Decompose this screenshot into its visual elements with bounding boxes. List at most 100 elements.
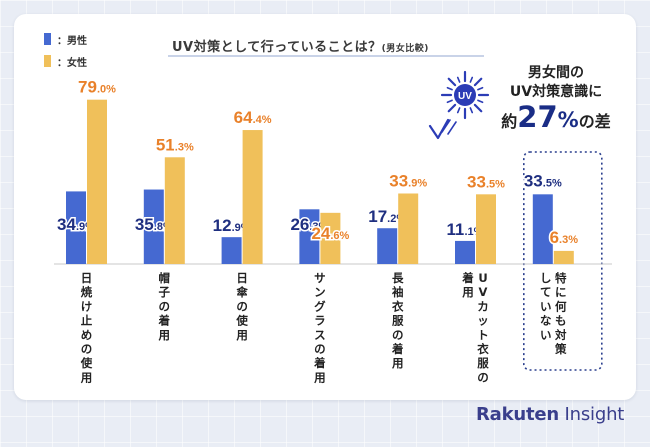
data-label-integer: 51 — [156, 135, 175, 154]
callout-line2: UV対策意識に — [509, 84, 603, 100]
category-char: グ — [314, 299, 326, 313]
category-label: 着用 — [461, 271, 474, 299]
legend-item-female: ：女性 — [44, 54, 87, 69]
sun-ray — [473, 103, 483, 113]
category-label: 帽子の着用 — [158, 271, 171, 342]
category-char: て — [540, 285, 552, 299]
data-label-integer: 33 — [524, 171, 543, 190]
category-char: に — [555, 285, 567, 299]
callout-line3: 約27%の差 — [486, 102, 626, 137]
sun-ray — [469, 107, 474, 114]
category-char: の — [392, 328, 404, 342]
data-label-female: 33.5% — [467, 172, 505, 191]
category-char: 着 — [391, 342, 404, 356]
category-label: サングラスの着用 — [313, 271, 326, 384]
bar-male — [221, 237, 242, 264]
category-char: 用 — [461, 285, 474, 299]
category-label: 特に何も対策 — [554, 271, 567, 356]
category-char: ス — [314, 328, 326, 342]
category-char: 使 — [80, 356, 93, 370]
category-char: の — [81, 342, 93, 356]
category-char: い — [540, 299, 552, 313]
category-char: 用 — [235, 328, 248, 342]
category-char: V — [479, 285, 488, 299]
category-char: ン — [314, 285, 326, 299]
data-label-integer: 26 — [290, 215, 309, 234]
legend: ：男性 ：女性 — [44, 32, 87, 76]
bar-female — [320, 212, 341, 264]
category-char: 袖 — [392, 285, 404, 299]
bar-male — [143, 189, 164, 264]
callout-line1: 男女間の — [528, 65, 584, 81]
sun-ray — [446, 99, 453, 104]
category-char: カ — [477, 299, 489, 313]
callout-prefix: 約 — [501, 112, 518, 131]
legend-swatch-male — [44, 33, 51, 45]
bar-female — [242, 130, 263, 264]
data-label-integer: 64 — [234, 108, 253, 127]
data-label-female: 6.3% — [550, 228, 579, 247]
category-char: 使 — [235, 314, 248, 328]
callout-number: 27 — [517, 100, 558, 134]
data-label-integer: 35 — [135, 215, 154, 234]
sun-ray — [473, 77, 483, 87]
data-label-integer: 34 — [57, 215, 76, 234]
data-label-decimal: .5% — [543, 177, 562, 189]
data-label-integer: 17 — [368, 207, 387, 226]
sun-circle — [454, 84, 476, 106]
logo-brand: Rakuten — [476, 404, 560, 425]
category-char: 策 — [554, 342, 567, 356]
category-char: 用 — [80, 370, 93, 384]
data-label-integer: 11 — [447, 220, 465, 239]
bar-female — [476, 194, 496, 264]
category-char: U — [478, 271, 487, 285]
sun-ray — [446, 86, 453, 91]
category-char: 止 — [81, 314, 93, 328]
category-char: 傘 — [236, 285, 248, 299]
category-char: け — [81, 299, 93, 313]
category-char: 何 — [555, 299, 567, 313]
chart-title: UV対策として行っていることは？(男女比較) — [172, 36, 429, 55]
sun-ray — [456, 76, 461, 83]
sun-ray — [477, 99, 484, 104]
sun-ray — [456, 107, 461, 114]
bar-male — [299, 209, 320, 264]
sun-ray — [447, 77, 457, 87]
category-char: 衣 — [392, 299, 404, 313]
rakuten-insight-logo: Rakuten Insight — [476, 404, 624, 425]
data-label-integer: 24 — [311, 224, 330, 243]
data-label-decimal: .0% — [97, 84, 116, 96]
data-label-decimal: .6% — [330, 230, 349, 242]
data-label-integer: 33 — [467, 172, 486, 191]
logo-sub: Insight — [559, 404, 625, 425]
category-char: 着 — [461, 271, 474, 285]
category-label: していない — [540, 271, 552, 342]
data-label-female: 51.3% — [156, 135, 194, 154]
title-underline — [168, 55, 484, 57]
bar-female — [87, 99, 107, 265]
bar-male — [377, 228, 398, 264]
category-char: 着 — [158, 314, 171, 328]
category-char: 衣 — [477, 342, 489, 356]
data-label-integer: 79 — [78, 78, 97, 97]
sun-ray — [447, 103, 457, 113]
category-char: ト — [477, 328, 489, 342]
category-label: 長袖衣服の着用 — [391, 271, 404, 370]
category-char: の — [236, 299, 248, 313]
category-label: 日傘の使用 — [235, 271, 248, 342]
category-char: 対 — [554, 328, 567, 342]
bar-male — [66, 191, 86, 264]
data-label-decimal: .3% — [175, 141, 194, 153]
data-label-integer: 33 — [389, 171, 408, 190]
category-char: し — [540, 271, 552, 285]
bar-male — [532, 194, 553, 264]
category-char: サ — [314, 271, 326, 285]
data-label-integer: 6 — [550, 228, 559, 247]
category-char: 日 — [81, 271, 93, 285]
uv-badge-text: UV — [458, 91, 472, 102]
category-label: 日焼け止めの使用 — [80, 271, 93, 384]
chart-title-main: UV対策として行っていることは？ — [172, 40, 382, 55]
category-char: 子 — [159, 285, 171, 299]
chart-card — [14, 14, 636, 400]
category-label: U V カット衣服の — [477, 271, 489, 384]
